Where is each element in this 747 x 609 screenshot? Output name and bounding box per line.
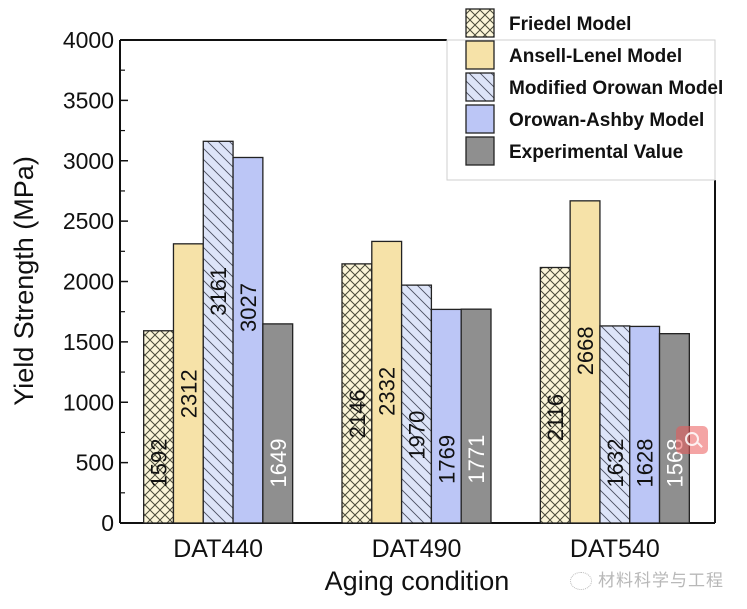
bar-modified-orowan-model-dat440 xyxy=(202,140,234,524)
x-tick-label: DAT490 xyxy=(372,535,462,563)
bar-value-label: 2312 xyxy=(176,369,201,418)
bar-ansell-lenel-model-dat540 xyxy=(569,200,601,524)
legend-label: Friedel Model xyxy=(509,14,631,35)
x-tick-label: DAT440 xyxy=(173,535,263,563)
bar-value-label: 1771 xyxy=(464,435,489,484)
bar-value-label: 1592 xyxy=(147,439,172,488)
bar-friedel-model-dat440 xyxy=(143,330,175,524)
bar-value-label: 2668 xyxy=(573,326,598,375)
bar-value-label: 1769 xyxy=(434,435,459,484)
y-axis-title: Yield Strength (MPa) xyxy=(9,156,39,406)
bar-orowan-ashby-model-dat490 xyxy=(430,308,462,524)
bar-value-label: 2146 xyxy=(345,389,370,438)
bar-ansell-lenel-model-dat490 xyxy=(371,240,403,524)
bar-value-label: 3161 xyxy=(206,267,231,316)
bar-orowan-ashby-model-dat540 xyxy=(629,325,661,524)
legend-label: Experimental Value xyxy=(509,142,683,163)
bar-value-label: 1970 xyxy=(405,411,430,460)
bar-value-label: 1628 xyxy=(633,439,658,488)
x-tick-label: DAT540 xyxy=(570,535,660,563)
bar-experimental-value-dat440 xyxy=(262,323,294,524)
y-tick-label: 0 xyxy=(101,510,114,536)
wechat-icon xyxy=(570,572,592,590)
y-tick-label: 3000 xyxy=(63,148,114,174)
y-tick-label: 2000 xyxy=(63,269,114,295)
legend-swatch xyxy=(465,8,495,38)
y-tick-label: 2500 xyxy=(63,208,114,234)
legend-swatch xyxy=(465,40,495,70)
zoom-search-icon[interactable] xyxy=(676,426,708,454)
legend-label: Ansell-Lenel Model xyxy=(509,46,682,67)
bar-value-label: 2332 xyxy=(375,367,400,416)
legend-swatch xyxy=(465,104,495,134)
legend: Friedel Model Ansell-Lenel Model Modified … xyxy=(446,8,723,181)
bar-modified-orowan-model-dat490 xyxy=(400,284,433,524)
watermark-text: 材料科学与工程 xyxy=(598,571,724,591)
legend-label: Orowan-Ashby Model xyxy=(509,110,704,131)
y-tick-label: 4000 xyxy=(63,27,114,53)
legend-label: Modified Orowan Model xyxy=(509,78,723,99)
bar-experimental-value-dat490 xyxy=(460,308,492,524)
y-tick-label: 1500 xyxy=(63,329,114,355)
y-tick-label: 1000 xyxy=(63,389,114,415)
legend-frame xyxy=(446,39,716,181)
bar-value-label: 1632 xyxy=(603,439,628,488)
bar-friedel-model-dat540 xyxy=(539,266,571,524)
bar-value-label: 3027 xyxy=(236,283,261,332)
watermark: 材料科学与工程 xyxy=(570,566,724,591)
legend-swatch xyxy=(465,136,495,166)
legend-swatch xyxy=(465,72,495,102)
bar-orowan-ashby-model-dat440 xyxy=(232,156,264,524)
y-tick-label: 500 xyxy=(76,450,114,476)
bar-value-label: 2116 xyxy=(543,394,568,441)
x-axis-title: Aging condition xyxy=(325,566,510,596)
bar-value-label: 1649 xyxy=(266,439,291,488)
bar-modified-orowan-model-dat540 xyxy=(599,325,631,524)
y-tick-label: 3500 xyxy=(63,87,114,113)
